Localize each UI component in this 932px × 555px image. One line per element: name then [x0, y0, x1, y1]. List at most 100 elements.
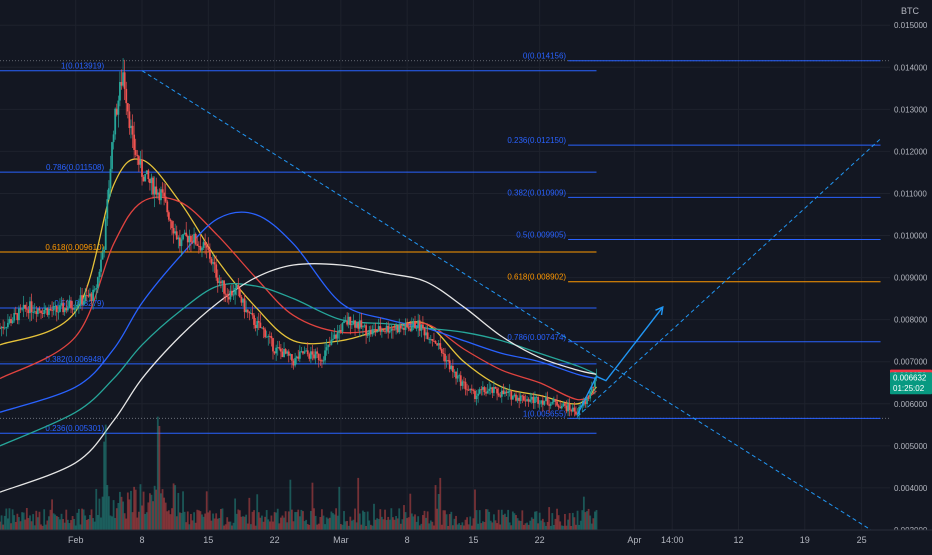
- volume-bar: [272, 521, 274, 530]
- candle-body: [29, 301, 31, 314]
- volume-bar: [261, 515, 263, 530]
- candle-body: [0, 326, 3, 329]
- candle-body: [62, 303, 65, 313]
- candle-body: [276, 347, 279, 349]
- candle-body: [294, 358, 296, 366]
- volume-bar: [523, 524, 525, 530]
- volume-bar: [76, 512, 79, 530]
- candle-body: [300, 351, 303, 353]
- volume-bar: [365, 525, 367, 530]
- volume-bar: [201, 514, 203, 530]
- fibonacci-retracements[interactable]: 1(0.013919) 0.786(0.011508) 0.618(0.009610…: [0, 52, 890, 434]
- price-label-badge: [890, 372, 932, 395]
- candle-body: [246, 309, 249, 313]
- volume-bar: [117, 502, 120, 530]
- candle-body: [380, 330, 383, 332]
- candle-body: [453, 371, 456, 373]
- candle-body: [186, 235, 189, 243]
- volume-bar: [494, 520, 497, 530]
- volume-bar: [98, 498, 101, 530]
- volume-bar: [431, 521, 434, 530]
- candle-body: [70, 300, 72, 309]
- dashed-trendline[interactable]: [141, 70, 872, 531]
- candle-body: [207, 247, 210, 250]
- candle-body: [82, 301, 85, 305]
- candle-body: [496, 388, 498, 394]
- candle-body: [584, 401, 587, 405]
- volume-bar: [19, 521, 22, 530]
- candle-body: [251, 313, 254, 316]
- candle-body: [212, 262, 214, 264]
- candle-body: [16, 313, 19, 321]
- volume-bar: [161, 489, 164, 530]
- time-axis[interactable]: Feb 8 15 22 Mar 8 15 22 Apr 14:00 12 19 25: [0, 529, 932, 550]
- volume-bar: [595, 510, 598, 530]
- trend-drawings[interactable]: [141, 70, 881, 531]
- volume-bar: [339, 524, 342, 530]
- volume-bar: [163, 497, 166, 530]
- candle-body: [538, 403, 541, 405]
- volume-bar: [354, 508, 356, 530]
- volume-bar: [33, 525, 36, 530]
- volume-bar: [3, 515, 6, 530]
- candle-body: [474, 390, 476, 399]
- candle-body: [587, 398, 590, 399]
- volume-bar: [264, 516, 267, 530]
- candle-body: [188, 235, 191, 243]
- volume-bar: [25, 507, 28, 530]
- projection-arrow-head[interactable]: [655, 305, 664, 316]
- candle-body: [160, 189, 162, 201]
- fib-right-level-label: 0.618(0.008902): [507, 273, 566, 282]
- candle-body: [363, 325, 366, 327]
- volume-bar: [152, 501, 154, 530]
- candle-body: [142, 176, 145, 182]
- volume-bar: [68, 523, 71, 530]
- candle-body: [250, 313, 252, 314]
- volume-bar: [248, 497, 251, 530]
- candle-body: [107, 188, 110, 200]
- volume-bar: [478, 510, 481, 530]
- volume-bar: [174, 485, 177, 530]
- volume-bar: [283, 517, 285, 530]
- volume-bar: [267, 519, 270, 530]
- candle-body: [152, 177, 154, 195]
- volume-bar: [256, 494, 259, 530]
- candle-body: [14, 313, 17, 314]
- volume-bar: [191, 520, 194, 530]
- volume-bar: [508, 522, 511, 530]
- volume-bar: [448, 514, 451, 530]
- volume-bar: [254, 525, 257, 530]
- candle-body: [298, 351, 301, 359]
- price-axis[interactable]: 0.015000 0.014000 0.013000 0.012000 0.011000…: [890, 0, 932, 550]
- candle-body: [90, 293, 93, 302]
- candle-body: [120, 81, 123, 86]
- volume-bar: [388, 519, 391, 530]
- volume-bar: [474, 489, 476, 530]
- candle-body: [103, 249, 106, 253]
- volume-bar: [488, 511, 491, 530]
- candle-body: [450, 365, 453, 370]
- volume-bar: [565, 525, 568, 530]
- volume-bar: [160, 493, 162, 530]
- candle-body: [180, 239, 183, 247]
- candle-body: [114, 108, 117, 135]
- volume-bar: [568, 513, 571, 530]
- price-tick-label: 0.010000: [894, 232, 928, 241]
- volume-bar: [445, 514, 448, 530]
- volume-bar: [554, 518, 557, 530]
- moving-average-line: [0, 158, 597, 405]
- dashed-trendline[interactable]: [577, 138, 881, 417]
- volume-bar: [107, 496, 110, 530]
- candle-body: [141, 159, 143, 177]
- candle-body: [153, 186, 156, 195]
- candle-body: [515, 394, 517, 401]
- candle-body: [51, 309, 53, 311]
- time-tick-label: 8: [140, 535, 145, 545]
- current-price-label: 0.006632: [893, 374, 927, 383]
- volume-bar: [306, 524, 309, 530]
- projection-arrow-path[interactable]: [576, 306, 664, 415]
- volume-bar: [36, 517, 39, 530]
